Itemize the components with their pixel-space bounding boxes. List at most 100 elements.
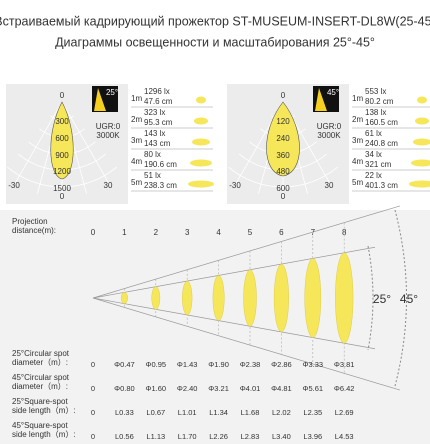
row-label: diameter（m）: <box>12 358 68 367</box>
distance: 4m <box>352 157 363 166</box>
polar-label: 0 <box>281 192 286 201</box>
spot-diameter: 401.3 cm <box>365 181 398 190</box>
distance: 5m <box>352 178 363 187</box>
illuminance: 138 lx <box>365 108 386 117</box>
angle-label: 25° <box>373 292 391 306</box>
distance-tick: 5 <box>248 228 253 237</box>
spot-size: Φ1.60 <box>146 384 167 393</box>
spot-icon <box>415 117 429 125</box>
spot-size: Φ3.21 <box>208 384 229 393</box>
polar-label: -30 <box>229 181 241 190</box>
polar-label: 900 <box>55 151 69 160</box>
beam-icon-light <box>315 88 327 111</box>
spot-size: Φ0.80 <box>114 384 135 393</box>
polar-ring <box>7 166 117 188</box>
polar-label: 0 <box>60 192 65 201</box>
spot-size: L1.01 <box>178 408 197 417</box>
ugr: UGR:0 <box>96 122 121 131</box>
spot-diameter: 143 cm <box>144 139 171 148</box>
polar-label: 30 <box>325 181 334 190</box>
spot-size: 0 <box>91 384 95 393</box>
cct: 3000K <box>96 131 120 140</box>
spot-icon <box>411 159 430 167</box>
cct: 3000K <box>317 131 341 140</box>
spot-icon <box>190 159 212 167</box>
illuminance: 80 lx <box>144 150 161 159</box>
spot-icon <box>192 138 210 146</box>
spot-size: Φ6.42 <box>334 384 355 393</box>
light-spot <box>335 252 354 344</box>
ugr: UGR:0 <box>317 122 342 131</box>
projection-label: Projection <box>12 217 48 226</box>
spot-size: Φ4.01 <box>240 384 261 393</box>
spot-diameter: 321 cm <box>365 160 392 169</box>
polar-label: 30 <box>104 181 113 190</box>
spot-size: Φ2.40 <box>177 384 198 393</box>
spot-diameter: 238.3 cm <box>144 181 177 190</box>
polar-label: 0 <box>281 91 286 100</box>
spot-size: L0.33 <box>115 408 134 417</box>
polar-label: 600 <box>55 134 69 143</box>
spot-size: Φ0.95 <box>146 360 167 369</box>
beam-angle: 25° <box>106 88 118 97</box>
polar-radial <box>61 101 110 185</box>
spot-size: L0.67 <box>146 408 165 417</box>
polar-label: 240 <box>276 134 290 143</box>
spot-diameter: 47.6 cm <box>144 97 173 106</box>
arc-45 <box>394 209 407 387</box>
polar-ring <box>228 166 338 188</box>
row-label: 45°Square-spot <box>12 421 68 430</box>
distance: 1m <box>131 94 142 103</box>
spot-diameter: 95.3 cm <box>144 118 173 127</box>
spot-size: 0 <box>91 432 95 441</box>
illuminance: 143 lx <box>144 129 165 138</box>
polar-label: 120 <box>276 117 290 126</box>
distance: 5m <box>131 178 142 187</box>
distance: 3m <box>352 136 363 145</box>
spot-size: Φ1.90 <box>208 360 229 369</box>
light-spot <box>273 263 289 333</box>
row-label: diameter（m）: <box>12 382 68 391</box>
spot-size: Φ4.81 <box>271 384 292 393</box>
subtitle: Диаграммы освещенности и масштабирования… <box>55 35 375 49</box>
illuminance: 22 lx <box>365 171 382 180</box>
polar-label: 600 <box>276 184 290 193</box>
row-label: 25°Circular spot <box>12 349 70 358</box>
distance: 3m <box>131 136 142 145</box>
spot-icon <box>409 180 430 188</box>
illuminance: 553 lx <box>365 87 386 96</box>
projection-background <box>0 210 430 444</box>
projection-label: distance(m): <box>12 226 56 235</box>
distance-tick: 3 <box>185 228 190 237</box>
spot-icon <box>194 117 208 125</box>
row-label: side length（m）: <box>12 406 76 415</box>
spot-diameter: 160.5 cm <box>365 118 398 127</box>
distance-tick: 1 <box>122 228 127 237</box>
spot-size: Φ3.81 <box>334 360 355 369</box>
spot-size: 0 <box>91 360 95 369</box>
beam-cone-25 <box>92 246 376 350</box>
polar-label: 1500 <box>53 184 71 193</box>
polar-label: 1200 <box>53 167 71 176</box>
spot-size: L2.69 <box>335 408 354 417</box>
illuminance: 34 lx <box>365 150 382 159</box>
polar-label: 300 <box>55 117 69 126</box>
spot-diameter: 240.8 cm <box>365 139 398 148</box>
illuminance: 61 lx <box>365 129 382 138</box>
spot-size: Φ2.38 <box>240 360 261 369</box>
spot-diameter: 190.6 cm <box>144 160 177 169</box>
light-spot <box>212 275 225 321</box>
light-spot <box>243 269 257 327</box>
distance: 2m <box>352 115 363 124</box>
light-distribution <box>50 101 74 180</box>
light-spot <box>182 280 193 316</box>
spot-icon <box>196 96 206 104</box>
arc-25 <box>367 245 374 351</box>
row-label: 25°Square-spot <box>12 397 68 406</box>
spot-size: Φ1.43 <box>177 360 198 369</box>
beam-icon-light <box>94 88 106 111</box>
distance: 2m <box>131 115 142 124</box>
light-spot <box>304 258 322 338</box>
light-distribution <box>266 101 300 177</box>
